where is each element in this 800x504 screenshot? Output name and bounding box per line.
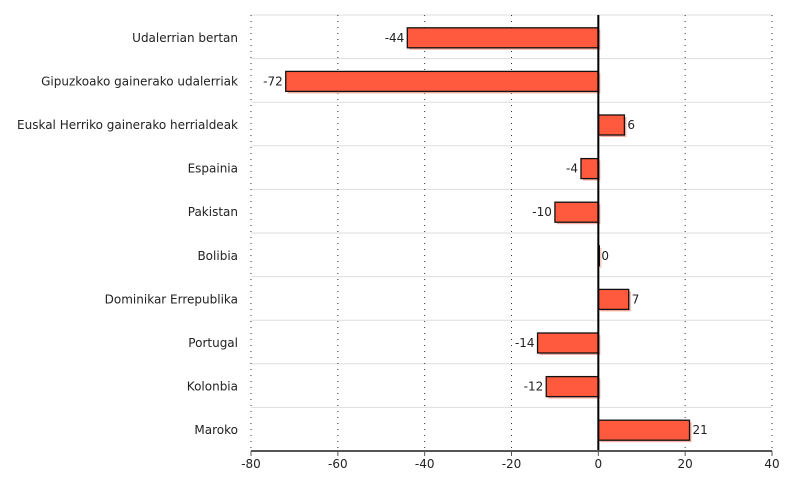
category-label: Kolonbia <box>187 380 238 394</box>
bar <box>536 332 599 354</box>
bar <box>406 27 599 49</box>
data-label: 7 <box>632 292 640 306</box>
category-label: Portugal <box>188 336 238 350</box>
category-label: Euskal Herriko gainerako herrialdeak <box>17 118 238 132</box>
bar <box>285 70 599 93</box>
category-label: Pakistan <box>188 205 238 219</box>
category-label: Gipuzkoako gainerako udalerriak <box>41 74 238 88</box>
x-tick-label: -20 <box>502 457 522 471</box>
bar <box>554 201 599 223</box>
data-label: -44 <box>385 31 405 45</box>
bar <box>545 375 599 398</box>
bar-shadow <box>600 247 602 268</box>
category-label: Udalerrian bertan <box>132 31 238 45</box>
category-label: Espainia <box>188 162 238 176</box>
x-tick-label: -40 <box>415 457 435 471</box>
data-label: -72 <box>263 74 283 88</box>
bar <box>597 419 691 441</box>
bar <box>597 288 630 311</box>
data-label: 21 <box>693 423 708 437</box>
category-label: Dominikar Errepublika <box>105 292 238 306</box>
bar <box>597 114 626 136</box>
data-label: -14 <box>515 336 535 350</box>
x-tick-label: -80 <box>241 457 261 471</box>
x-tick-label: -60 <box>328 457 348 471</box>
category-label: Bolibia <box>197 249 238 263</box>
data-label: -10 <box>532 205 552 219</box>
data-label: 0 <box>601 249 609 263</box>
category-label: Maroko <box>194 423 238 437</box>
bar <box>580 157 599 180</box>
data-label: -12 <box>524 380 544 394</box>
data-label: 6 <box>627 118 635 132</box>
x-tick-label: 40 <box>764 457 779 471</box>
x-tick-label: 0 <box>595 457 603 471</box>
data-label: -4 <box>566 162 578 176</box>
x-tick-label: 20 <box>678 457 693 471</box>
